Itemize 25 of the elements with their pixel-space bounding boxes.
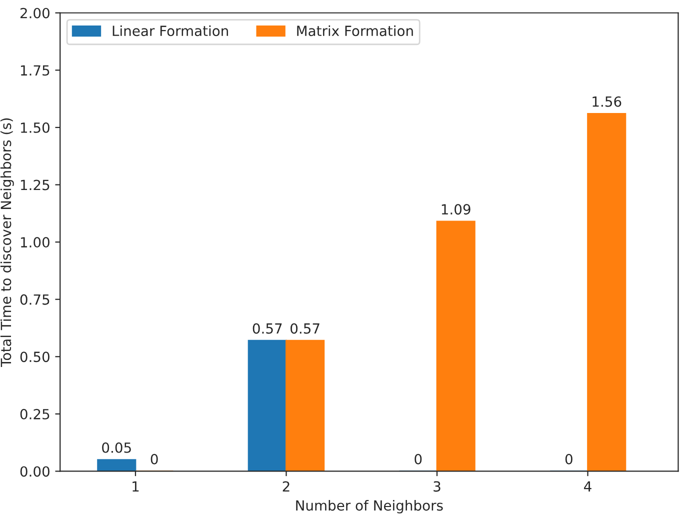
data-label: 0.57 (290, 323, 320, 334)
x-tick-label: 1 (132, 481, 139, 492)
x-tick-label: 3 (434, 481, 440, 492)
y-tick-label: 0.50 (20, 352, 50, 362)
y-tick-label: 0.00 (20, 466, 50, 477)
y-tick-label: 1.75 (20, 65, 50, 76)
x-tick-label: 2 (282, 481, 290, 492)
legend-label: Linear Formation (112, 25, 228, 36)
y-tick-label: 0.75 (20, 294, 50, 305)
y-tick-label: 2.00 (20, 8, 50, 18)
y-axis-title: Total Time to discover Neighbors (s) (0, 118, 14, 367)
data-label: 0 (565, 454, 572, 464)
y-tick-label: 0.25 (20, 408, 50, 420)
data-label: 1.56 (592, 96, 622, 107)
x-axis-title: Number of Neighbors (296, 500, 443, 514)
x-tick-label: 4 (584, 481, 592, 492)
data-label: 0.05 (102, 442, 131, 453)
data-label: 0 (414, 454, 422, 464)
legend-label: Matrix Formation (297, 25, 413, 36)
y-tick-label: 1.00 (20, 237, 50, 248)
y-tick-label: 1.50 (20, 122, 50, 133)
data-label: 0 (150, 454, 158, 464)
data-label: 0.57 (252, 323, 282, 334)
data-label: 1.09 (442, 204, 470, 215)
y-tick-label: 1.25 (20, 180, 50, 190)
